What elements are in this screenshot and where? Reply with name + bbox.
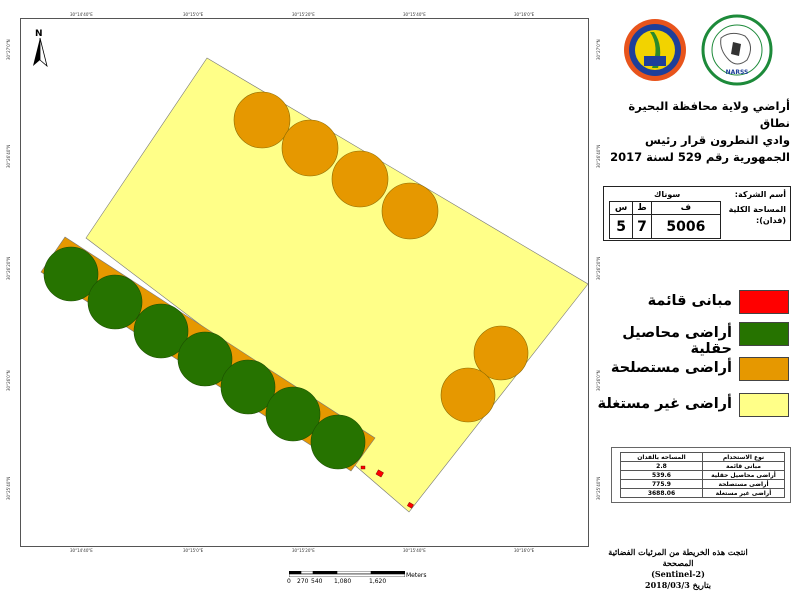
building bbox=[360, 465, 366, 470]
legend-swatch-reclaimed bbox=[739, 357, 789, 381]
top-tick: 30°15'0"E bbox=[183, 12, 204, 17]
area-value: 5 bbox=[608, 214, 634, 239]
legend-label: أراضى غير مستغلة bbox=[597, 396, 732, 412]
title-line: وادي النطرون قرار رئيس bbox=[645, 133, 790, 147]
area-grid: س ط ف 5 7 5006 bbox=[608, 200, 722, 239]
reclaimed-pivot bbox=[440, 367, 496, 423]
area-unit-header: ط bbox=[632, 200, 652, 216]
stats-use: أراضى مستصلحة bbox=[702, 479, 785, 489]
stats-header-area: المساحه بالفدان bbox=[620, 452, 703, 462]
legend-swatch-buildings bbox=[739, 290, 789, 314]
bottom-tick: 30°14'40"E bbox=[70, 548, 93, 553]
legend-swatch-crops bbox=[739, 322, 789, 346]
stats-area: 775.9 bbox=[620, 479, 703, 489]
reclaimed-pivot bbox=[281, 119, 339, 177]
reclaimed-pivot bbox=[233, 91, 291, 149]
company-name: سوناك bbox=[654, 190, 681, 199]
crop-pivot bbox=[87, 274, 143, 330]
north-letter: N bbox=[35, 29, 43, 39]
map-canvas bbox=[40, 57, 589, 513]
total-area-label: المساحة الكلية (فدان): bbox=[728, 205, 786, 225]
scale-label: 1,080 bbox=[334, 578, 352, 585]
legend-label: مبانى قائمة bbox=[647, 293, 732, 309]
area-unit-header: س bbox=[608, 200, 634, 216]
stats-header-use: نوع الاستخدام bbox=[702, 452, 785, 462]
north-arrow-icon bbox=[33, 37, 48, 68]
scale-label: 540 bbox=[311, 578, 323, 585]
source-line: (Sentinel-2) bbox=[651, 569, 705, 579]
left-tick: 30°27'0"N bbox=[6, 39, 11, 60]
building bbox=[375, 469, 384, 478]
stats-use: أراضى غير مستغلة bbox=[702, 488, 785, 498]
bottom-tick: 30°16'0"E bbox=[514, 548, 535, 553]
title-line: الجمهورية رقم 529 لسنة 2017 bbox=[610, 150, 790, 164]
crop-pivot bbox=[43, 246, 99, 302]
bottom-tick: 30°15'20"E bbox=[292, 548, 315, 553]
title-line: أراضي ولاية محافظة البحيرة نطاق bbox=[628, 99, 790, 130]
map-title: أراضي ولاية محافظة البحيرة نطاق وادي الن… bbox=[600, 98, 790, 166]
top-tick: 30°14'40"E bbox=[70, 12, 93, 17]
left-tick: 30°26'40"N bbox=[6, 144, 11, 168]
area-value: 7 bbox=[632, 214, 652, 239]
reclaimed-pivot bbox=[331, 150, 389, 208]
area-stats-box: المساحه بالفدان نوع الاستخدام 2.8 مبانى … bbox=[611, 447, 791, 503]
scale-unit: Meters bbox=[406, 572, 427, 579]
legend-label: أراضى محاصيل حقلية bbox=[622, 325, 732, 357]
ministry-logo bbox=[624, 19, 686, 81]
narss-logo: NARSS bbox=[701, 14, 773, 86]
company-info-box: أسم الشركة: سوناك المساحة الكلية (فدان):… bbox=[603, 186, 791, 241]
stats-area: 3688.06 bbox=[620, 488, 703, 498]
crop-pivot bbox=[265, 386, 321, 442]
right-tick: 30°27'0"N bbox=[596, 39, 601, 60]
area-unit-header: ف bbox=[650, 200, 722, 216]
bottom-tick: 30°15'0"E bbox=[183, 548, 204, 553]
reclaimed-pivot bbox=[381, 182, 439, 240]
crop-pivot bbox=[310, 414, 366, 470]
crop-pivot bbox=[220, 359, 276, 415]
right-tick: 30°25'40"N bbox=[596, 476, 601, 500]
stats-use: مبانى قائمة bbox=[702, 461, 785, 471]
left-tick: 30°26'20"N bbox=[6, 256, 11, 280]
bottom-tick: 30°15'40"E bbox=[403, 548, 426, 553]
narss-logo-text: NARSS bbox=[726, 69, 749, 76]
legend-label: أراضى مستصلحة bbox=[610, 360, 732, 376]
left-tick: 30°26'0"N bbox=[6, 370, 11, 391]
top-tick: 30°15'40"E bbox=[403, 12, 426, 17]
stats-area: 2.8 bbox=[620, 461, 703, 471]
legend-swatch-unused bbox=[739, 393, 789, 417]
building bbox=[406, 501, 414, 509]
top-tick: 30°16'0"E bbox=[514, 12, 535, 17]
source-line: انتجت هذه الخريطة من المرئيات الفضائية ا… bbox=[608, 547, 748, 568]
crop-pivot bbox=[177, 331, 233, 387]
scale-label: 0 bbox=[287, 578, 291, 585]
scale-label: 270 bbox=[297, 578, 309, 585]
scale-label: 1,620 bbox=[369, 578, 387, 585]
source-note: انتجت هذه الخريطة من المرئيات الفضائية ا… bbox=[598, 547, 758, 591]
area-value: 5006 bbox=[650, 214, 722, 239]
top-tick: 30°15'20"E bbox=[292, 12, 315, 17]
company-label: أسم الشركة: bbox=[734, 190, 786, 199]
crop-pivot bbox=[133, 303, 189, 359]
reclaimed-pivot bbox=[473, 325, 529, 381]
area-stats-table: المساحه بالفدان نوع الاستخدام 2.8 مبانى … bbox=[620, 452, 785, 498]
left-tick: 30°25'40"N bbox=[6, 476, 11, 500]
right-tick: 30°26'20"N bbox=[596, 256, 601, 280]
stats-use: أراضى محاصيل حقلية bbox=[702, 470, 785, 480]
source-line: بتاريخ 2018/03/3 bbox=[645, 580, 711, 590]
stats-area: 539.6 bbox=[620, 470, 703, 480]
scale-bar bbox=[289, 571, 405, 577]
